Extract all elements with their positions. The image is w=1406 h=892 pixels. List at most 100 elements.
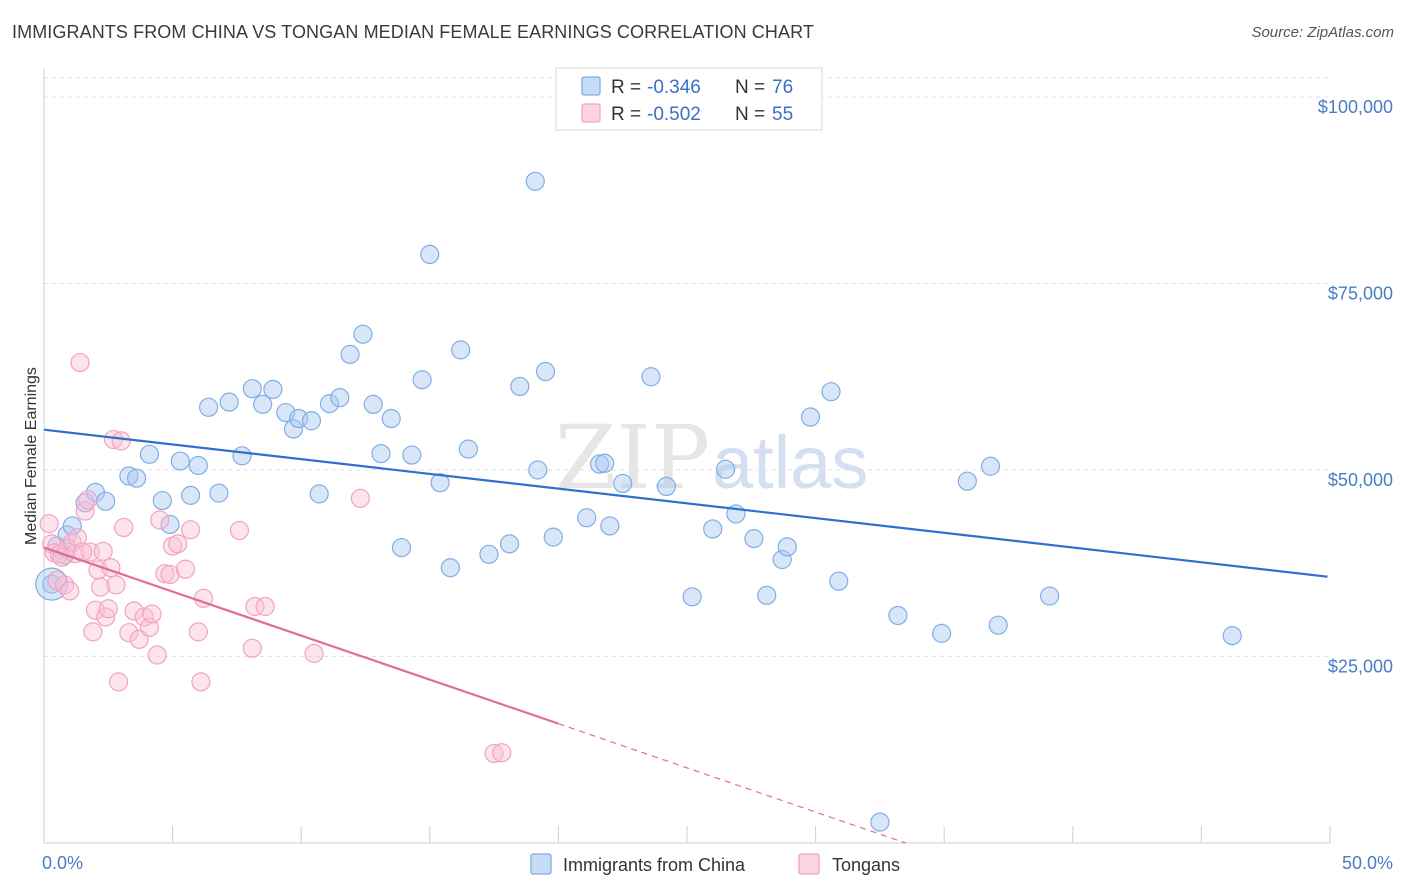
china-point-63 [777,537,797,557]
tongans-point-48 [255,596,275,617]
tongans-point-21 [98,599,118,619]
china-trend-line [43,428,1328,578]
tongans-point-0 [39,514,59,534]
y-tick-label-0: $25,000 [1328,657,1393,677]
x-ticks [43,826,1331,843]
tongans-point-50 [350,488,370,508]
china-point-68 [888,605,908,626]
china-point-45 [525,171,545,191]
source-credit: Source: ZipAtlas.com [1251,24,1394,41]
china-point-74 [1222,626,1242,646]
tongans-point-4 [49,544,70,564]
trend-lines [43,428,1328,844]
series-legend-swatch-china [530,853,552,875]
china-point-20 [253,394,273,414]
china-point-44 [510,376,530,397]
y-tick-labels: $25,000 $50,000 $75,000 $100,000 [1318,97,1393,677]
chart-title: IMMIGRANTS FROM CHINA VS TONGAN MEDIAN F… [12,22,814,42]
tongans-point-28 [119,623,139,643]
watermark-zip: ZIP [555,406,710,509]
china-point-9 [139,444,160,464]
china-point-34 [391,537,412,558]
y-tick-label-1: $50,000 [1328,470,1393,490]
china-point-38 [430,473,450,493]
tongans-point-37 [160,564,180,585]
china-point-37 [420,244,440,265]
china-point-10 [152,490,172,511]
china-point-58 [715,459,736,479]
china-point-64 [800,407,821,427]
china-point-70 [957,471,977,491]
watermark-atlas: atlas [712,421,868,504]
tongans-point-26 [111,431,131,451]
x-tick-label-start: 0.0% [42,853,83,873]
china-point-6 [96,491,116,511]
legend-r-label-tongans: R = [611,104,641,125]
legend-n-value-tongans: 55 [772,104,793,125]
china-point-17 [219,392,239,412]
tongans-point-41 [181,520,201,540]
tongans-trend-extension [558,723,906,844]
china-point-57 [703,519,723,539]
tongans-point-47 [245,596,265,617]
china-point-21 [263,379,283,400]
china-point-31 [363,394,383,414]
china-point-56 [682,587,702,607]
china-point-67 [870,812,890,832]
china-point-47 [535,361,556,382]
china-point-3 [62,516,82,536]
china-point-61 [757,585,777,605]
legend-r-label-china: R = [611,77,641,98]
tongans-point-16 [83,622,103,642]
china-point-15 [199,397,219,417]
china-point-60 [744,529,764,549]
gridlines [44,77,1330,657]
china-point-12 [170,451,190,471]
series-legend-label-china: Immigrants from China [563,855,746,875]
china-point-72 [988,615,1008,635]
tongans-point-12 [70,352,90,373]
tongans-point-51 [484,743,504,764]
china-point-19 [242,379,262,399]
tongans-point-54 [93,541,113,561]
y-tick-label-3: $100,000 [1318,97,1393,117]
legend-r-value-china: -0.346 [647,77,701,98]
china-point-36 [412,370,432,390]
china-point-7 [119,466,139,486]
china-point-29 [340,344,360,364]
tongans-point-14 [78,490,98,510]
series-china-points [35,171,1242,832]
tongans-trend-line [43,546,559,725]
tongans-point-10 [65,543,85,564]
china-point-32 [371,443,391,464]
tongans-point-45 [229,520,250,541]
tongans-point-43 [191,672,211,692]
china-point-65 [821,382,841,402]
legend-swatch-tongans [581,103,601,123]
tongans-point-33 [142,604,162,624]
china-point-28 [330,388,350,408]
tongans-point-42 [188,622,208,642]
tongans-point-36 [155,564,175,584]
china-point-73 [1040,586,1060,606]
tongans-point-25 [108,672,129,692]
china-point-41 [458,439,478,459]
china-point-25 [301,411,322,431]
china-point-69 [932,623,952,643]
china-point-33 [381,408,401,429]
tongans-point-11 [67,528,88,548]
legend-r-value-tongans: -0.502 [647,104,701,125]
china-point-18 [232,446,252,466]
tongans-point-8 [60,581,80,601]
tongans-point-35 [150,510,170,530]
tongans-point-6 [54,575,75,595]
china-point-30 [353,324,373,344]
china-point-66 [829,571,849,591]
china-point-43 [499,534,520,554]
series-tongans-points [39,352,512,764]
china-point-26 [309,484,329,504]
china-point-23 [283,419,304,439]
china-point-53 [613,473,633,494]
correlation-legend: R = -0.346 N = 76 R = -0.502 N = 55 [555,67,823,131]
tongans-point-49 [304,643,324,664]
